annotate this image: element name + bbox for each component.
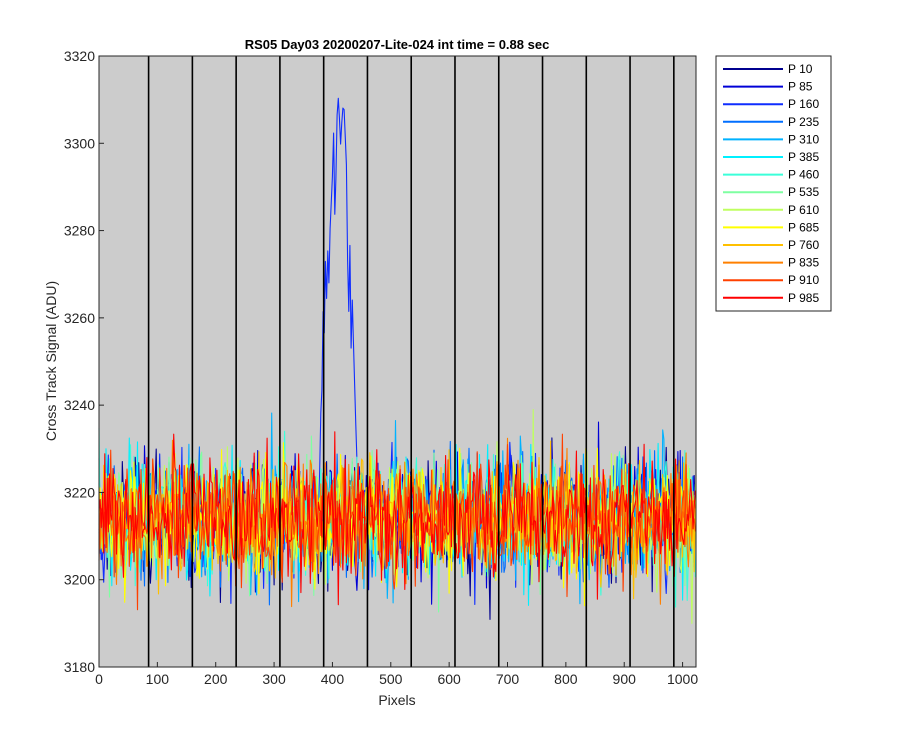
y-tick-label: 3260 (64, 310, 95, 326)
legend-label: P 835 (788, 256, 819, 270)
x-axis-label: Pixels (378, 692, 415, 708)
x-tick-label: 500 (379, 671, 403, 687)
x-tick-label: 900 (613, 671, 637, 687)
legend-label: P 685 (788, 220, 819, 234)
x-tick-label: 200 (204, 671, 228, 687)
y-tick-label: 3200 (64, 572, 95, 588)
series-line-p-985 (98, 431, 696, 606)
x-tick-label: 800 (554, 671, 578, 687)
legend-label: P 160 (788, 97, 819, 111)
legend-label: P 760 (788, 238, 819, 252)
legend-label: P 85 (788, 80, 813, 94)
legend-label: P 385 (788, 150, 819, 164)
x-tick-label: 400 (321, 671, 345, 687)
y-tick-label: 3180 (64, 659, 95, 675)
x-tick-label: 1000 (667, 671, 698, 687)
legend: P 10 P 85 P 160 P 235 P 310 P 385 P 460 P 535 P … (715, 55, 832, 312)
legend-label: P 460 (788, 168, 819, 182)
x-tick-label: 300 (262, 671, 286, 687)
x-tick-label: 600 (437, 671, 461, 687)
legend-box (715, 55, 832, 312)
chart-title: RS05 Day03 20200207-Lite-024 int time = … (245, 37, 550, 52)
y-axis: 3180 3200 3220 3240 3260 3280 3300 3320 (64, 48, 104, 675)
x-tick-label: 100 (146, 671, 170, 687)
y-tick-label: 3220 (64, 484, 95, 500)
legend-label: P 985 (788, 291, 819, 305)
series-traces (98, 97, 696, 624)
y-tick-label: 3320 (64, 48, 95, 64)
series-line-p-910 (98, 433, 696, 611)
x-tick-label: 700 (496, 671, 520, 687)
legend-label: P 535 (788, 185, 819, 199)
plot-frame (98, 55, 697, 668)
x-axis: 0 100 200 300 400 500 600 700 800 900 1000 (95, 662, 698, 687)
y-tick-label: 3280 (64, 223, 95, 239)
legend-label: P 10 (788, 62, 813, 76)
legend-label: P 310 (788, 132, 819, 146)
legend-label: P 610 (788, 203, 819, 217)
legend-label: P 235 (788, 115, 819, 129)
y-tick-label: 3240 (64, 397, 95, 413)
y-axis-label: Cross Track Signal (ADU) (43, 281, 59, 441)
legend-label: P 910 (788, 273, 819, 287)
y-tick-label: 3300 (64, 135, 95, 151)
x-tick-label: 0 (95, 671, 103, 687)
pixel-dividers (147, 56, 675, 667)
